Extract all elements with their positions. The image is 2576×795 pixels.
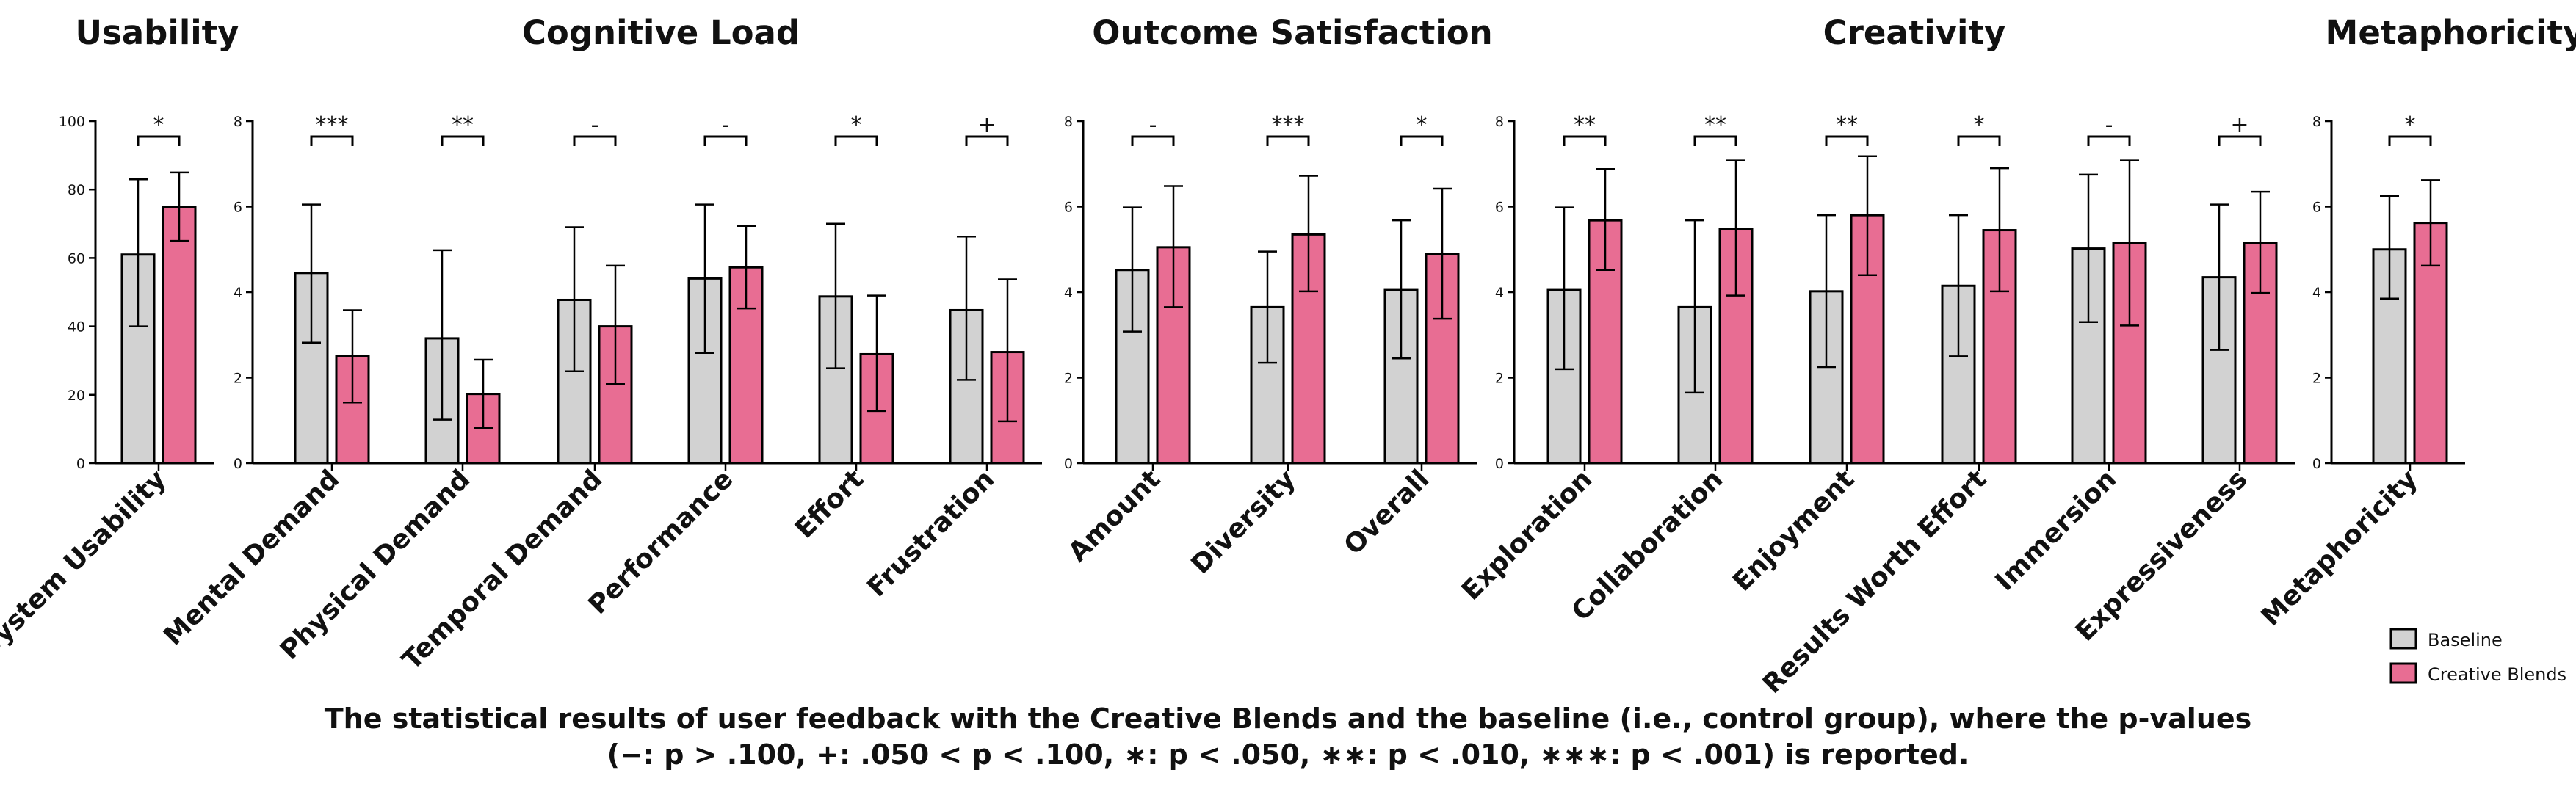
y-tick-label: 8	[234, 114, 242, 130]
significance-marker: **	[452, 112, 474, 138]
significance-marker: -	[1149, 112, 1157, 138]
y-tick-label: 80	[68, 182, 85, 198]
significance-bracket	[1693, 135, 1737, 146]
y-tick-label: 100	[59, 114, 85, 130]
significance-marker: -	[722, 112, 730, 138]
y-tick-label: 8	[1064, 114, 1073, 130]
category-label: Frustration	[861, 464, 1000, 603]
y-tick-label: 4	[1064, 285, 1073, 301]
significance-marker: *	[851, 112, 862, 138]
legend-label-baseline: Baseline	[2428, 630, 2503, 650]
significance-marker: ***	[1272, 112, 1305, 138]
y-tick-label: 2	[1064, 371, 1073, 387]
legend-swatch-creative-blends	[2389, 662, 2417, 684]
y-tick-label: 8	[2312, 114, 2321, 130]
y-tick-label: 6	[2312, 200, 2321, 216]
panel-title: Outcome Satisfaction	[1092, 13, 1492, 52]
creative-blends-bar	[2112, 242, 2147, 465]
y-tick-label: 6	[1064, 200, 1073, 216]
baseline-bar	[1809, 290, 1844, 465]
y-tick-label: 4	[1495, 285, 1504, 301]
y-tick-label: 0	[1064, 456, 1073, 472]
y-tick-label: 2	[234, 371, 242, 387]
significance-bracket	[2388, 135, 2432, 146]
y-tick-label: 4	[234, 285, 242, 301]
category-label: Overall	[1339, 464, 1436, 561]
panel-title: Usability	[75, 13, 239, 52]
category-label: Diversity	[1185, 464, 1301, 580]
significance-marker: **	[1574, 112, 1596, 138]
y-tick-label: 0	[1495, 456, 1504, 472]
y-tick-label: 60	[68, 250, 85, 266]
significance-bracket	[1400, 135, 1444, 146]
legend-swatch-baseline	[2389, 628, 2417, 650]
significance-marker: **	[1836, 112, 1858, 138]
significance-marker: *	[2405, 112, 2416, 138]
panel-title: Metaphoricity	[2326, 13, 2576, 52]
category-label: Immersion	[1990, 464, 2123, 597]
significance-marker: *	[1417, 112, 1428, 138]
significance-bracket	[1825, 135, 1869, 146]
significance-bracket	[2218, 135, 2262, 146]
baseline-bar	[687, 277, 723, 465]
y-tick-label: 0	[2312, 456, 2321, 472]
significance-marker: -	[591, 112, 599, 138]
y-tick-label: 8	[1495, 114, 1504, 130]
category-label: Metaphoricity	[2256, 464, 2424, 632]
panel-title: Cognitive Load	[522, 13, 800, 52]
significance-marker: -	[2105, 112, 2113, 138]
panel-title: Creativity	[1823, 13, 2006, 52]
significance-marker: +	[977, 112, 996, 138]
significance-bracket	[1563, 135, 1607, 146]
category-label: System Usability	[0, 464, 172, 662]
y-tick-label: 20	[68, 388, 85, 404]
significance-bracket	[834, 135, 878, 146]
y-tick-label: 2	[2312, 371, 2321, 387]
significance-bracket	[2087, 135, 2131, 146]
significance-bracket	[1131, 135, 1175, 146]
significance-bracket	[310, 135, 354, 146]
category-label: Exploration	[1456, 464, 1598, 606]
significance-bracket	[441, 135, 485, 146]
significance-marker: ***	[316, 112, 349, 138]
y-tick-label: 2	[1495, 371, 1504, 387]
y-tick-label: 6	[1495, 200, 1504, 216]
y-tick-label: 0	[234, 456, 242, 472]
category-label: Results Worth Effort	[1757, 464, 1993, 697]
significance-marker: +	[2230, 112, 2248, 138]
category-label: Enjoyment	[1727, 464, 1860, 597]
significance-marker: *	[1974, 112, 1985, 138]
significance-bracket	[1957, 135, 2001, 146]
significance-bracket	[137, 135, 181, 146]
creative-blends-bar	[162, 206, 197, 465]
significance-bracket	[1266, 135, 1310, 146]
category-label: Performance	[583, 464, 739, 620]
significance-bracket	[573, 135, 617, 146]
significance-bracket	[703, 135, 748, 146]
y-tick-label: 6	[234, 200, 242, 216]
y-tick-label: 4	[2312, 285, 2321, 301]
category-label: Amount	[1063, 464, 1166, 567]
significance-marker: **	[1704, 112, 1726, 138]
baseline-bar	[1115, 269, 1150, 465]
significance-marker: *	[153, 112, 164, 138]
figure-caption-line-2: (−: p > .100, +: .050 < p < .100, ∗: p <…	[607, 738, 1969, 771]
y-tick-label: 40	[68, 319, 85, 335]
category-label: Effort	[789, 464, 869, 544]
figure-caption-line-1: The statistical results of user feedback…	[324, 703, 2252, 735]
significance-bracket	[965, 135, 1009, 146]
legend-label-creative-blends: Creative Blends	[2428, 664, 2566, 685]
y-tick-label: 0	[76, 456, 85, 472]
